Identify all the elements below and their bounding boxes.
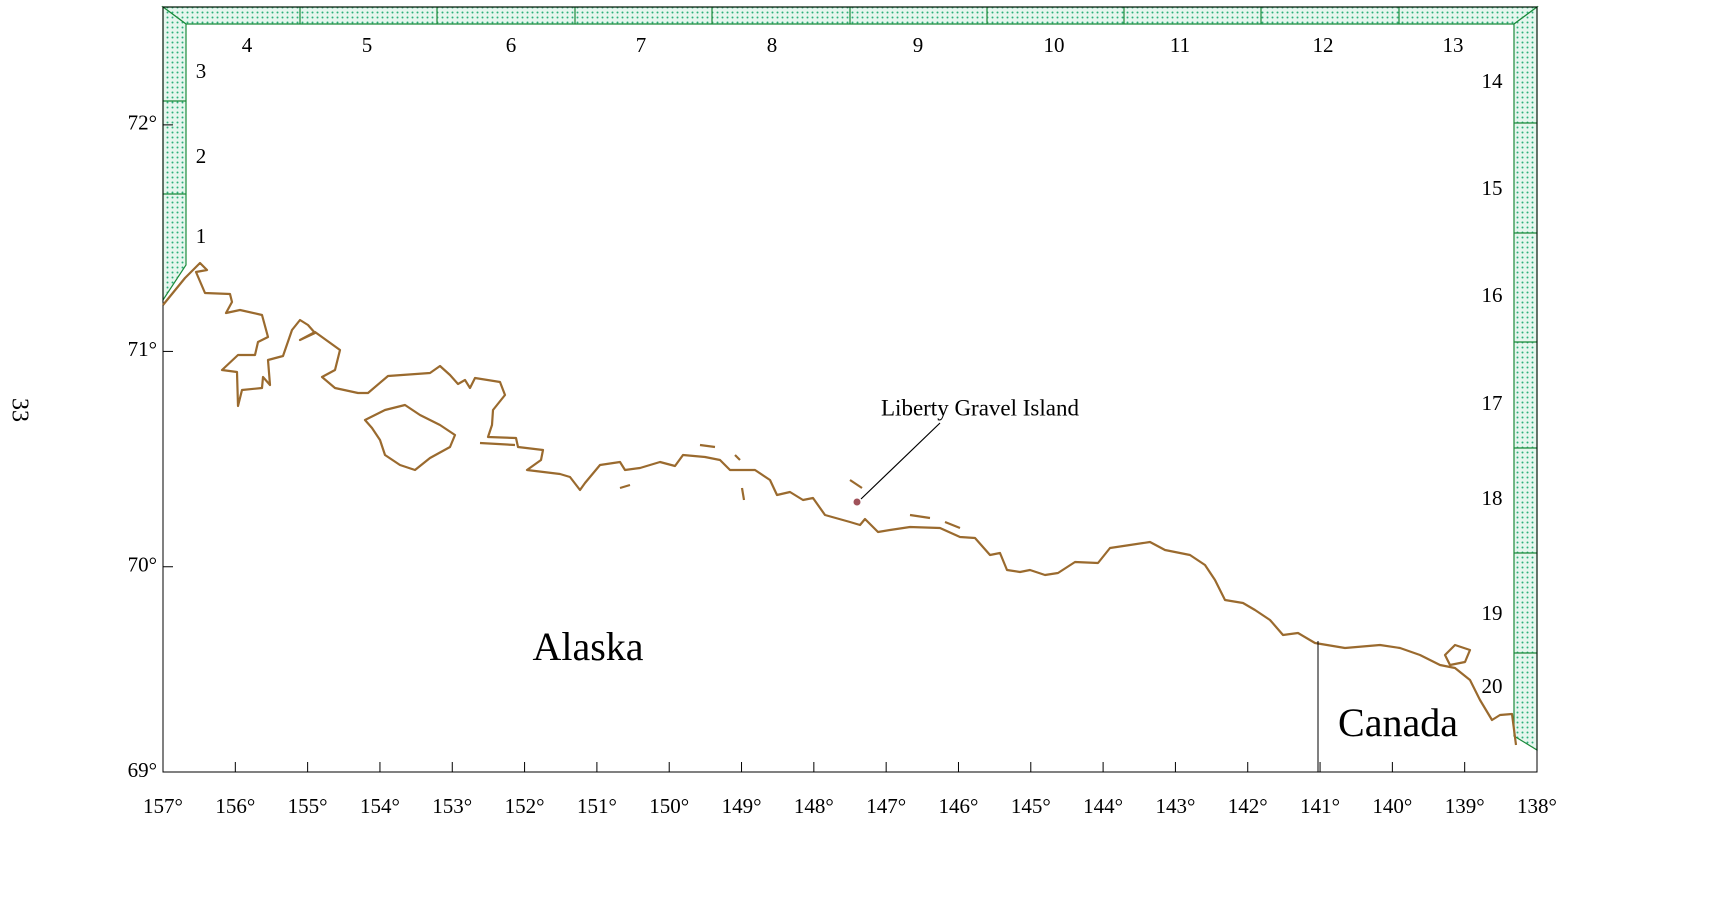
x-tick-label: 154°: [360, 794, 400, 818]
segment-label: 17: [1482, 391, 1503, 415]
y-tick-label: 71°: [128, 337, 157, 361]
x-tick-label: 138°: [1517, 794, 1557, 818]
x-tick-label: 148°: [794, 794, 834, 818]
x-tick-label: 145°: [1011, 794, 1051, 818]
y-tick-label: 69°: [128, 758, 157, 782]
place-label: Alaska: [532, 624, 643, 669]
leader-line: [860, 422, 941, 500]
page-number: 33: [6, 398, 32, 422]
segment-label: 3: [196, 59, 207, 83]
segment-label: 12: [1313, 33, 1334, 57]
segment-label: 20: [1482, 674, 1503, 698]
segment-label: 16: [1482, 283, 1503, 307]
coastline: [162, 261, 1518, 746]
y-tick-label: 72°: [128, 111, 157, 135]
x-tick-label: 157°: [143, 794, 183, 818]
border-bands: [161, 5, 1539, 752]
annotation: Liberty Gravel Island: [881, 395, 1079, 420]
segment-label: 7: [636, 33, 647, 57]
x-tick-label: 142°: [1228, 794, 1268, 818]
segment-label: 2: [196, 144, 207, 168]
x-tick-label: 151°: [577, 794, 617, 818]
x-tick-label: 144°: [1083, 794, 1123, 818]
segment-label: 6: [506, 33, 517, 57]
segment-label: 8: [767, 33, 778, 57]
x-tick-label: 149°: [722, 794, 762, 818]
y-tick-label: 70°: [128, 553, 157, 577]
x-tick-label: 140°: [1372, 794, 1412, 818]
x-tick-label: 153°: [432, 794, 472, 818]
segment-label: 18: [1482, 486, 1503, 510]
x-tick-label: 150°: [649, 794, 689, 818]
segment-label: 13: [1443, 33, 1464, 57]
x-tick-label: 156°: [215, 794, 255, 818]
segment-label: 15: [1482, 176, 1503, 200]
segment-label: 9: [913, 33, 924, 57]
segment-label: 4: [242, 33, 253, 57]
place-label: Canada: [1338, 700, 1458, 745]
x-tick-label: 141°: [1300, 794, 1340, 818]
x-tick-label: 147°: [866, 794, 906, 818]
segment-label: 19: [1482, 601, 1503, 625]
x-tick-label: 155°: [288, 794, 328, 818]
frame: [162, 6, 1538, 773]
segment-label: 11: [1170, 33, 1190, 57]
segment-label: 10: [1044, 33, 1065, 57]
x-tick-label: 139°: [1445, 794, 1485, 818]
x-tick-label: 146°: [939, 794, 979, 818]
segment-label: 1: [196, 224, 207, 248]
island-marker: [853, 498, 861, 506]
segment-label: 5: [362, 33, 373, 57]
x-tick-label: 143°: [1155, 794, 1195, 818]
x-tick-label: 152°: [505, 794, 545, 818]
segment-label: 14: [1482, 69, 1504, 93]
